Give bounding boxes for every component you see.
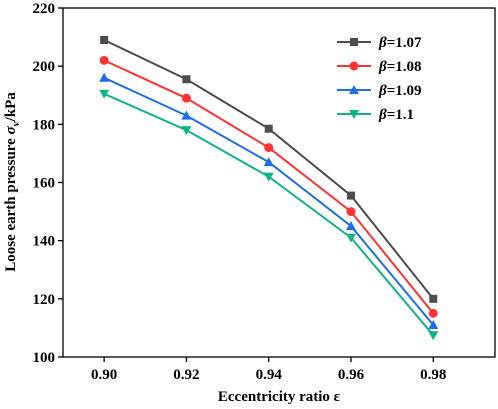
data-point [428, 308, 438, 318]
x-axis-title: Eccentricity ratio ε [218, 389, 341, 405]
data-point [181, 126, 192, 136]
y-axis-title: Loose earth pressure σv/kPa [3, 92, 22, 272]
series-layer [99, 35, 439, 341]
y-tick-label: 180 [33, 117, 56, 133]
legend-label-value: =1.09 [387, 83, 422, 99]
legend-label-value: =1.07 [387, 35, 422, 51]
data-point [428, 320, 439, 330]
data-point [99, 89, 110, 99]
plot-frame [62, 7, 496, 358]
y-axis-title-unit: /kPa [3, 92, 19, 123]
data-point [99, 55, 109, 65]
y-axis-title-subscript: v [10, 121, 22, 126]
legend-marker [349, 61, 359, 71]
data-point [263, 157, 274, 167]
y-tick-label: 220 [33, 1, 56, 17]
legend-label-value: =1.1 [387, 107, 414, 123]
x-tick-label: 0.98 [420, 367, 446, 383]
legend-label-symbol: β [378, 107, 387, 123]
data-point [263, 172, 274, 182]
legend-label: β=1.1 [378, 107, 414, 123]
y-axis-title-main: Loose earth pressure [3, 134, 19, 271]
data-point [182, 75, 191, 84]
data-point [264, 143, 274, 153]
data-point [347, 191, 355, 200]
legend-label-symbol: β [378, 83, 387, 99]
legend-label: β=1.07 [378, 35, 422, 51]
data-point [428, 331, 439, 341]
data-point [264, 124, 273, 133]
legend: β=1.07β=1.08β=1.09β=1.1 [337, 35, 422, 123]
data-point [346, 221, 356, 231]
legend-label-symbol: β [378, 35, 387, 51]
data-point [181, 93, 191, 103]
y-tick-label: 120 [33, 292, 56, 308]
data-point [346, 233, 356, 243]
data-point [99, 72, 110, 82]
y-tick-label: 100 [33, 350, 56, 366]
y-tick-label: 160 [33, 176, 56, 192]
x-tick-label: 0.94 [256, 367, 283, 383]
y-axis-title-symbol: σ [3, 125, 19, 134]
legend-marker [349, 110, 359, 119]
y-axis: 100 120 140 160 180 200 220 [33, 1, 63, 366]
series-line [103, 39, 435, 300]
legend-label-value: =1.08 [387, 59, 422, 75]
y-tick-label: 200 [33, 59, 56, 75]
x-tick-label: 0.96 [338, 367, 365, 383]
legend-marker [349, 85, 359, 94]
x-tick-label: 0.90 [91, 367, 117, 383]
x-tick-label: 0.92 [173, 367, 199, 383]
legend-label: β=1.09 [378, 83, 422, 99]
data-point [100, 35, 109, 44]
legend-marker [350, 38, 358, 46]
data-point [346, 207, 356, 217]
legend-label-symbol: β [378, 59, 387, 75]
data-point [181, 110, 192, 120]
legend-label: β=1.08 [378, 59, 422, 75]
x-axis: 0.90 0.92 0.94 0.96 0.98 [91, 357, 446, 383]
y-tick-label: 140 [33, 234, 56, 250]
data-point [429, 294, 438, 303]
